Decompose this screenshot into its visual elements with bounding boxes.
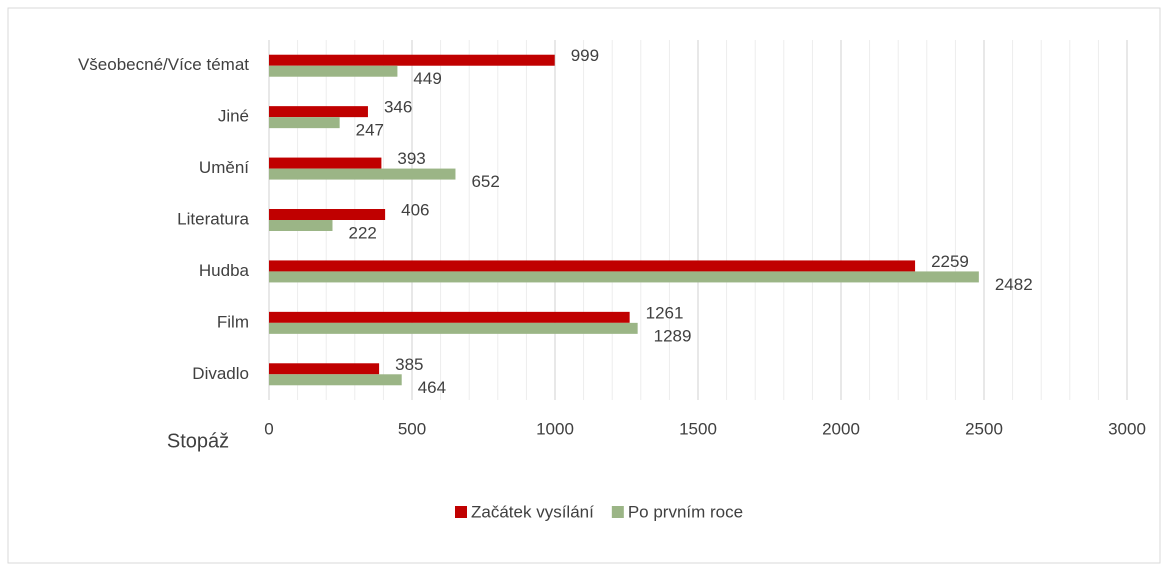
legend-swatch [455, 506, 467, 518]
value-label: 222 [348, 223, 376, 242]
bar [269, 117, 340, 129]
x-tick-label: 1500 [679, 419, 717, 438]
bar [269, 209, 386, 220]
bar [269, 65, 398, 77]
value-label: 247 [356, 121, 384, 140]
x-tick-label: 500 [398, 419, 426, 438]
y-tick-label: Divadlo [192, 364, 249, 383]
legend-swatch [611, 506, 624, 518]
value-label: 385 [395, 355, 423, 374]
value-label: 464 [418, 378, 446, 397]
value-label: 449 [413, 69, 441, 88]
value-label: 346 [384, 98, 412, 117]
value-label: 406 [401, 200, 429, 219]
value-label: 1289 [654, 326, 692, 345]
value-label: 2259 [931, 252, 969, 271]
bar [269, 271, 979, 283]
bar [269, 54, 555, 66]
y-tick-label: Umění [199, 158, 249, 177]
bar [269, 106, 368, 118]
y-tick-label: Film [217, 312, 249, 331]
bar [269, 168, 456, 180]
value-label: 1261 [646, 303, 684, 322]
value-label: 999 [571, 46, 599, 65]
x-tick-label: 3000 [1108, 419, 1146, 438]
y-tick-label: Všeobecné/Více témat [78, 55, 249, 74]
value-label: 2482 [995, 275, 1033, 294]
bar [269, 311, 630, 323]
legend-label: Začátek vysílání [471, 502, 594, 521]
value-label: 393 [397, 149, 425, 168]
bar [269, 220, 333, 231]
x-tick-label: 2000 [822, 419, 860, 438]
y-tick-label: Jiné [218, 107, 249, 126]
x-tick-label: 0 [264, 419, 273, 438]
legend-label: Po prvním roce [628, 502, 743, 521]
bar [269, 374, 402, 386]
x-tick-label: 2500 [965, 419, 1003, 438]
bar [269, 322, 638, 334]
value-label: 652 [471, 172, 499, 191]
y-tick-label: Literatura [177, 209, 249, 228]
x-tick-label: 1000 [536, 419, 574, 438]
bar [269, 260, 916, 272]
bar [269, 363, 380, 375]
x-axis-label: Stopáž [167, 430, 229, 452]
bar [269, 157, 382, 169]
y-tick-label: Hudba [199, 261, 250, 280]
